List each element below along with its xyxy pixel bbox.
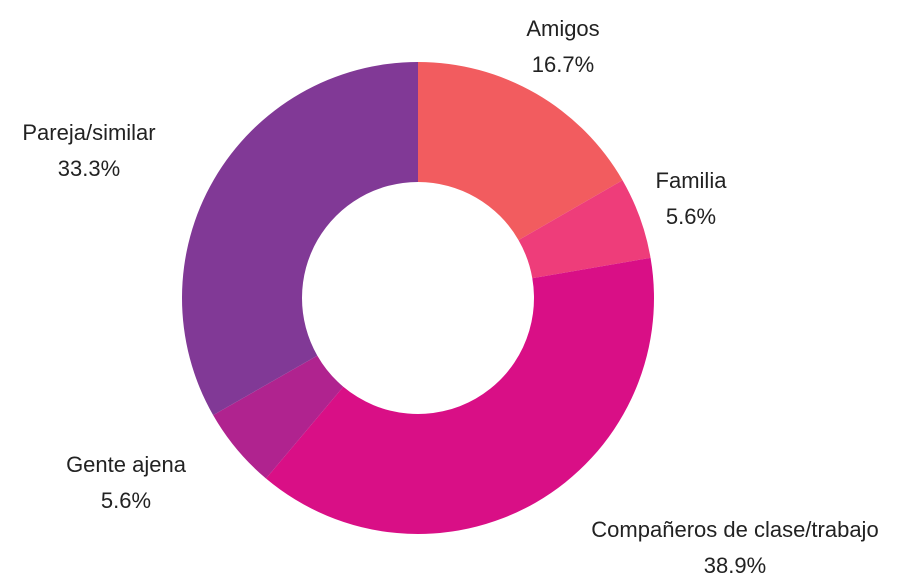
donut-slice — [181, 61, 418, 416]
slice-label: Familia — [656, 168, 728, 193]
donut-slice — [418, 62, 623, 241]
slice-label: Amigos — [526, 16, 599, 41]
slice-value-label: 5.6% — [101, 488, 151, 513]
donut-slice — [213, 355, 344, 479]
donut-slice — [518, 180, 651, 279]
donut-slice — [265, 257, 655, 534]
slice-value-label: 16.7% — [532, 52, 594, 77]
slice-label: Pareja/similar — [22, 120, 155, 145]
slice-value-label: 33.3% — [58, 156, 120, 181]
slice-label: Gente ajena — [66, 452, 187, 477]
slice-label: Compañeros de clase/trabajo — [591, 517, 878, 542]
slice-value-label: 5.6% — [666, 204, 716, 229]
slice-value-label: 38.9% — [704, 553, 766, 578]
